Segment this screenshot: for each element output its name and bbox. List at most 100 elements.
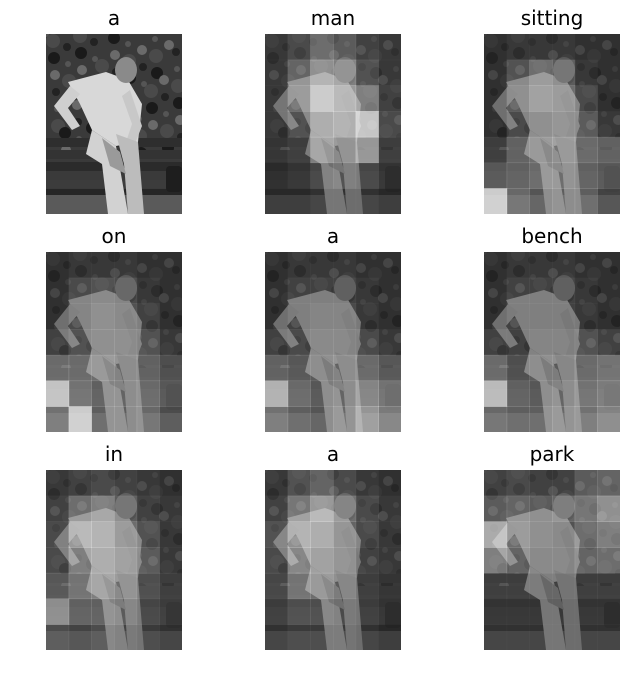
attention-cell xyxy=(310,496,333,522)
attention-cell xyxy=(333,278,356,304)
bench-armrest xyxy=(166,166,182,192)
attention-cell xyxy=(552,521,575,547)
attention-cell xyxy=(265,381,288,407)
foliage-leaf xyxy=(164,476,174,486)
attention-cell xyxy=(597,111,620,137)
foliage-leaf xyxy=(137,45,147,55)
foliage-leaf xyxy=(48,52,60,64)
attention-cell xyxy=(310,573,333,599)
attention-cell xyxy=(159,573,182,599)
attention-cell xyxy=(310,470,333,496)
attention-cell xyxy=(529,496,552,522)
attention-cell xyxy=(69,278,92,304)
attention-cell xyxy=(310,521,333,547)
attention-cell xyxy=(91,303,114,329)
foliage-leaf xyxy=(110,50,120,60)
attention-svg xyxy=(265,470,401,650)
foliage-leaf xyxy=(50,288,60,298)
foliage-leaf xyxy=(163,111,169,117)
attention-cell xyxy=(529,188,552,214)
foliage-leaf xyxy=(490,306,498,314)
attention-cell xyxy=(333,137,356,163)
attention-cell xyxy=(159,547,182,573)
attention-cell xyxy=(333,406,356,432)
attention-cell xyxy=(484,521,507,547)
attention-cell xyxy=(597,137,620,163)
attention-svg xyxy=(46,470,182,650)
attention-image xyxy=(484,252,620,432)
attention-cell xyxy=(288,252,311,278)
attention-cell xyxy=(378,329,401,355)
attention-cell xyxy=(575,278,598,304)
foliage-leaf xyxy=(59,127,71,139)
panel-2: man xyxy=(265,34,401,214)
attention-cell xyxy=(575,60,598,86)
attention-cell xyxy=(333,355,356,381)
attention-cell xyxy=(378,547,401,573)
attention-cell xyxy=(356,521,379,547)
attention-cell xyxy=(552,381,575,407)
attention-cell xyxy=(310,188,333,214)
attention-cell xyxy=(288,355,311,381)
attention-svg xyxy=(265,34,401,214)
attention-cell xyxy=(137,303,160,329)
attention-cell xyxy=(552,252,575,278)
attention-cell xyxy=(288,137,311,163)
attention-cell xyxy=(69,496,92,522)
foliage-leaf xyxy=(148,120,158,130)
attention-cell xyxy=(529,278,552,304)
attention-cell xyxy=(507,624,530,650)
attention-cell xyxy=(575,547,598,573)
attention-svg xyxy=(265,252,401,432)
attention-cell xyxy=(159,521,182,547)
foliage-leaf xyxy=(602,258,612,268)
attention-cell xyxy=(288,406,311,432)
attention-cell xyxy=(552,599,575,625)
attention-cell xyxy=(69,624,92,650)
attention-cell xyxy=(310,547,333,573)
attention-cell xyxy=(356,573,379,599)
attention-cell xyxy=(356,406,379,432)
attention-cell xyxy=(265,573,288,599)
attention-image xyxy=(265,470,401,650)
attention-cell xyxy=(378,521,401,547)
attention-cell xyxy=(507,163,530,189)
foliage-leaf xyxy=(575,45,585,55)
attention-cell xyxy=(288,521,311,547)
foliage-leaf xyxy=(590,36,596,42)
panel-word: sitting xyxy=(454,7,633,29)
attention-cell xyxy=(507,599,530,625)
attention-cell xyxy=(265,60,288,86)
foliage-leaf xyxy=(125,41,131,47)
attention-cell xyxy=(159,599,182,625)
man-head xyxy=(115,57,137,83)
panel-8: a xyxy=(265,470,401,650)
attention-cell xyxy=(507,278,530,304)
foliage-leaf xyxy=(597,293,607,303)
foliage-leaf xyxy=(146,102,158,114)
attention-cell xyxy=(265,111,288,137)
attention-cell xyxy=(333,381,356,407)
attention-cell xyxy=(288,60,311,86)
attention-cell xyxy=(265,34,288,60)
attention-cell xyxy=(356,496,379,522)
foliage-leaf xyxy=(144,84,158,98)
attention-cell xyxy=(137,329,160,355)
attention-cell xyxy=(575,188,598,214)
attention-cell xyxy=(265,470,288,496)
attention-cell xyxy=(552,188,575,214)
attention-cell xyxy=(356,163,379,189)
attention-cell xyxy=(91,496,114,522)
attention-cell xyxy=(507,573,530,599)
attention-cell xyxy=(310,85,333,111)
foliage-leaf xyxy=(137,263,147,273)
attention-cell xyxy=(356,624,379,650)
attention-cell xyxy=(333,188,356,214)
attention-cell xyxy=(288,381,311,407)
attention-image xyxy=(484,34,620,214)
attention-cell xyxy=(114,303,137,329)
foliage-leaf xyxy=(52,306,60,314)
attention-cell xyxy=(91,521,114,547)
attention-image xyxy=(265,252,401,432)
attention-cell xyxy=(529,163,552,189)
